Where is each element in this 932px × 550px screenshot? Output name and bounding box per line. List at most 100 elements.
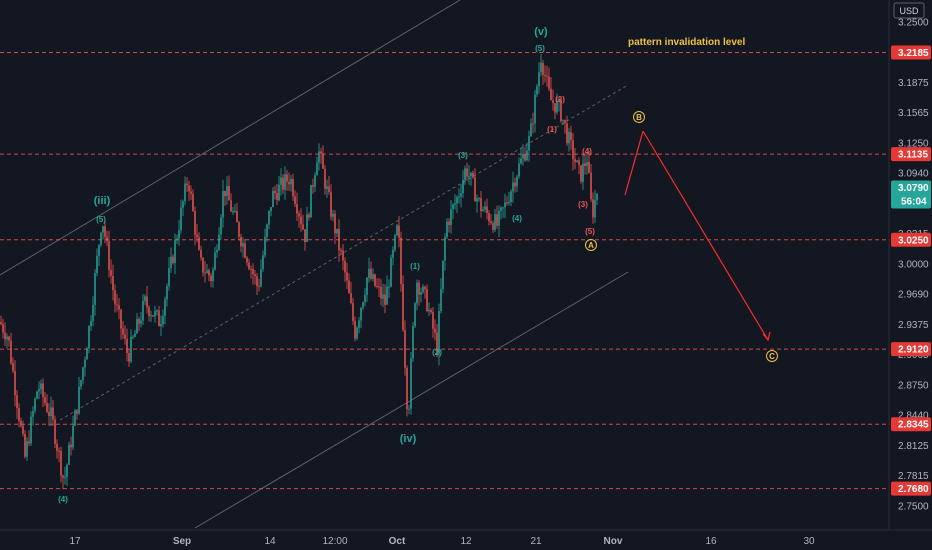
candle-body: [234, 211, 236, 213]
candle-body: [414, 303, 416, 327]
candle-body: [4, 332, 6, 340]
candle-body: [452, 204, 454, 210]
candle-body: [8, 336, 10, 341]
candle-body: [566, 123, 568, 144]
candle-body: [548, 76, 550, 89]
projection-line-up[interactable]: [624, 130, 644, 196]
wave-label: C: [769, 352, 775, 361]
wave-label: (iv): [400, 433, 417, 445]
candle-body: [288, 181, 290, 185]
candle-body: [84, 359, 86, 368]
projection-line-down[interactable]: [642, 130, 769, 341]
candle-body: [500, 207, 502, 211]
candle-body: [186, 183, 188, 186]
candle-body: [408, 408, 410, 410]
candle-body: [228, 186, 230, 201]
candle-body: [320, 151, 322, 154]
candle-body: [466, 168, 468, 177]
candle-body: [26, 441, 28, 457]
candle-body: [404, 329, 406, 368]
candle-body: [546, 75, 548, 77]
price-tick-label: 2.7500: [898, 502, 929, 513]
candle-body: [104, 226, 106, 237]
candle-body: [520, 158, 522, 164]
candle-body: [278, 184, 280, 201]
candle-body: [120, 309, 122, 329]
candle-body: [538, 72, 540, 87]
candle-body: [78, 386, 80, 414]
candle-body: [106, 236, 108, 242]
candle-body: [216, 249, 218, 253]
price-tick-label: 3.0000: [898, 260, 929, 271]
channel-middle-line[interactable]: [59, 84, 629, 421]
candle-body: [238, 222, 240, 237]
candle-body: [170, 256, 172, 269]
candle-body: [36, 391, 38, 399]
candle-body: [98, 244, 100, 256]
candle-body: [338, 228, 340, 251]
wave-label: (1): [547, 125, 557, 134]
candle-body: [52, 407, 54, 420]
candle-body: [250, 269, 252, 271]
candle-body: [232, 211, 234, 213]
projection-lines[interactable]: [624, 130, 771, 342]
candle-body: [536, 86, 538, 95]
level-price-tag-text: 3.2185: [898, 48, 929, 59]
candle-body: [592, 199, 594, 218]
candle-body: [130, 337, 132, 362]
candle-body: [162, 315, 164, 325]
candle-body: [354, 320, 356, 339]
candle-body: [110, 269, 112, 276]
candle-body: [292, 179, 294, 197]
candle-body: [152, 315, 154, 317]
wave-label: B: [636, 113, 642, 122]
candle-body: [532, 123, 534, 125]
candle-body: [352, 302, 354, 321]
candle-body: [114, 290, 116, 305]
candle-body: [198, 237, 200, 250]
candle-body: [14, 371, 16, 396]
candle-body: [282, 177, 284, 190]
candle-body: [490, 221, 492, 224]
time-tick-label: Oct: [389, 536, 406, 547]
candle-body: [136, 318, 138, 334]
candle-body: [266, 224, 268, 237]
wave-label: (2): [432, 348, 442, 357]
wave-label: (1): [410, 262, 420, 271]
candle-body: [438, 311, 440, 355]
candle-body: [334, 213, 336, 234]
candle-body: [276, 193, 278, 201]
candle-body: [208, 270, 210, 276]
wave-label: (2): [555, 95, 565, 104]
candle-body: [90, 320, 92, 327]
candle-body: [196, 234, 198, 238]
candle-body: [448, 221, 450, 225]
candle-body: [326, 186, 328, 189]
candle-body: [582, 163, 584, 182]
candle-body: [178, 230, 180, 239]
candle-body: [260, 269, 262, 287]
candle-body: [18, 408, 20, 421]
candle-body: [506, 202, 508, 204]
candle-body: [126, 338, 128, 353]
candle-body: [74, 410, 76, 426]
currency-label-box[interactable]: USD: [893, 2, 925, 19]
candle-body: [496, 214, 498, 226]
price-tick-label: 3.2500: [898, 18, 929, 29]
candle-body: [144, 296, 146, 302]
candle-body: [158, 310, 160, 327]
candle-body: [60, 450, 62, 476]
candle-body: [498, 210, 500, 226]
candle-body: [534, 94, 536, 124]
candle-body: [150, 315, 152, 317]
candle-body: [572, 139, 574, 160]
candle-body: [6, 336, 8, 340]
channel-upper-line[interactable]: [0, 0, 461, 276]
candle-body: [230, 200, 232, 212]
candle-body: [318, 151, 320, 163]
candle-body: [484, 206, 486, 210]
candle-body: [112, 275, 114, 291]
time-axis[interactable]: 17 Sep 14 12:00 Oct 12 21 Nov 16 30: [69, 536, 815, 547]
